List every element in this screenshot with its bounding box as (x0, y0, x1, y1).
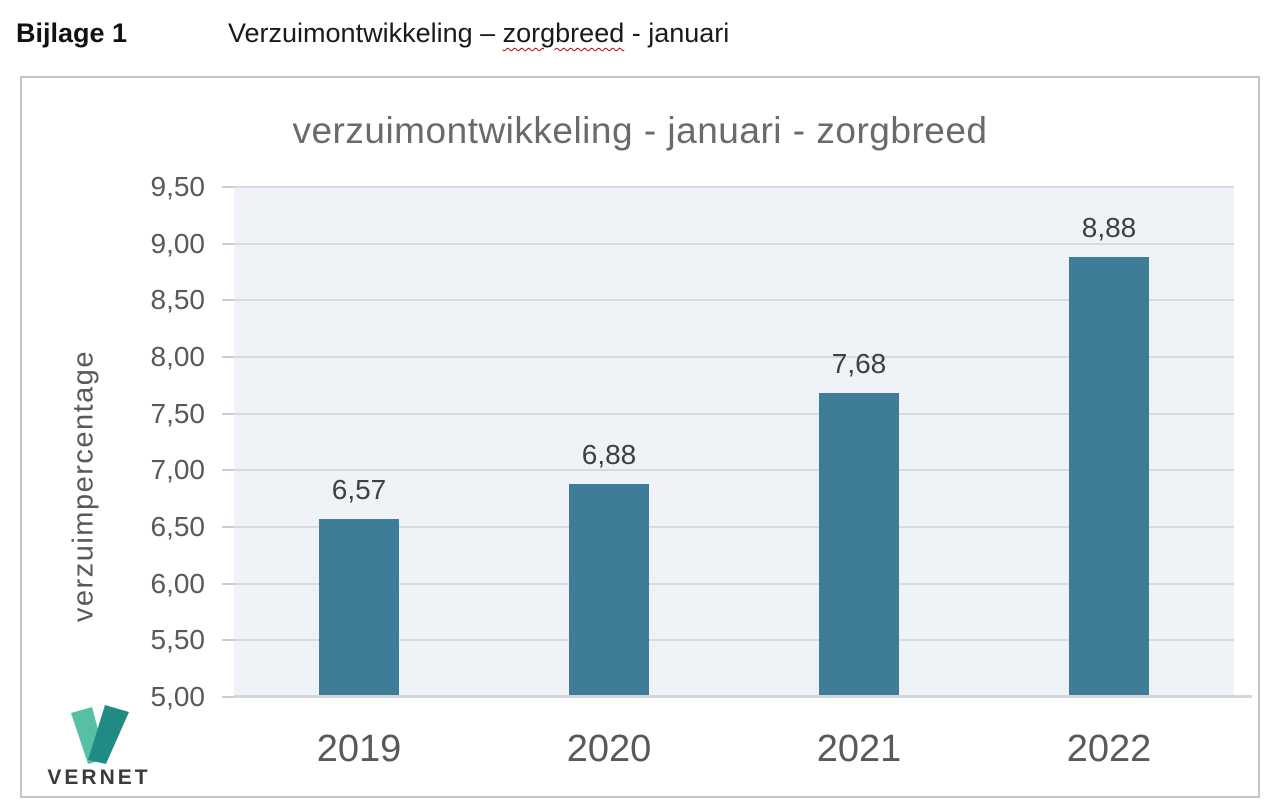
gridline (234, 582, 1234, 585)
gridline (234, 242, 1234, 245)
vernet-logo-icon (71, 705, 129, 764)
y-axis-tick (222, 582, 234, 585)
x-tick-label-2022: 2022 (1066, 728, 1152, 770)
bar-value-label-2019: 6,57 (331, 474, 387, 506)
y-axis-tick (222, 412, 234, 415)
y-axis-tick (222, 186, 234, 188)
y-tick-label: 5,00 (150, 681, 206, 712)
bar-value-label-2022: 8,88 (1081, 212, 1137, 244)
y-tick-label: 8,50 (150, 284, 206, 316)
y-axis-tick (222, 526, 234, 528)
gridline (234, 639, 1234, 642)
y-tick-label: 9,50 (150, 171, 206, 202)
y-axis-tick (222, 469, 234, 472)
y-tick-label: 7,00 (150, 454, 206, 486)
y-tick-label: 7,50 (150, 397, 206, 429)
gridline (234, 356, 1234, 358)
gridline (234, 412, 1234, 415)
y-axis-tick (222, 696, 234, 698)
chart-title: verzuimontwikkeling - januari - zorgbree… (292, 110, 988, 151)
y-tick-label: 9,00 (150, 227, 206, 259)
bar-2019 (319, 519, 399, 697)
header-title-prefix: Verzuimontwikkeling – (228, 18, 503, 48)
y-tick-label: 6,00 (150, 567, 206, 599)
x-axis-line (234, 695, 1252, 698)
bar-2020 (569, 483, 649, 697)
x-tick-label-2021: 2021 (816, 728, 902, 770)
bar-value-label-2021: 7,68 (831, 348, 887, 380)
bar-2022 (1069, 257, 1149, 697)
document-header: Bijlage 1 Verzuimontwikkeling – zorgbreed… (16, 16, 1256, 50)
y-axis-tick (222, 639, 234, 642)
vernet-v-right-stroke (88, 705, 129, 764)
y-axis-tick (222, 356, 234, 358)
chart-card: verzuimontwikkeling - januari - zorgbree… (20, 76, 1260, 798)
y-tick-label: 6,50 (150, 511, 206, 542)
bar-2021 (819, 393, 899, 697)
x-tick-label-2020: 2020 (566, 728, 652, 770)
vernet-logo-text: VERNET (47, 766, 151, 789)
plot-area: 6,57 6,88 7,68 8,88 (234, 186, 1234, 697)
gridline (234, 526, 1234, 528)
bar-value-label-2020: 6,88 (581, 438, 637, 470)
x-tick-label-2019: 2019 (316, 728, 402, 770)
header-title-suffix: - januari (624, 18, 730, 48)
y-tick-label: 8,00 (150, 341, 206, 372)
header-misspelled-word: zorgbreed (502, 18, 625, 48)
gridline (234, 186, 1234, 188)
y-axis-tick (222, 242, 234, 245)
y-tick-label: 5,50 (150, 624, 206, 656)
gridline (234, 469, 1234, 472)
appendix-label: Bijlage 1 (16, 18, 128, 48)
gridline (234, 299, 1234, 302)
y-axis-tick (222, 299, 234, 302)
